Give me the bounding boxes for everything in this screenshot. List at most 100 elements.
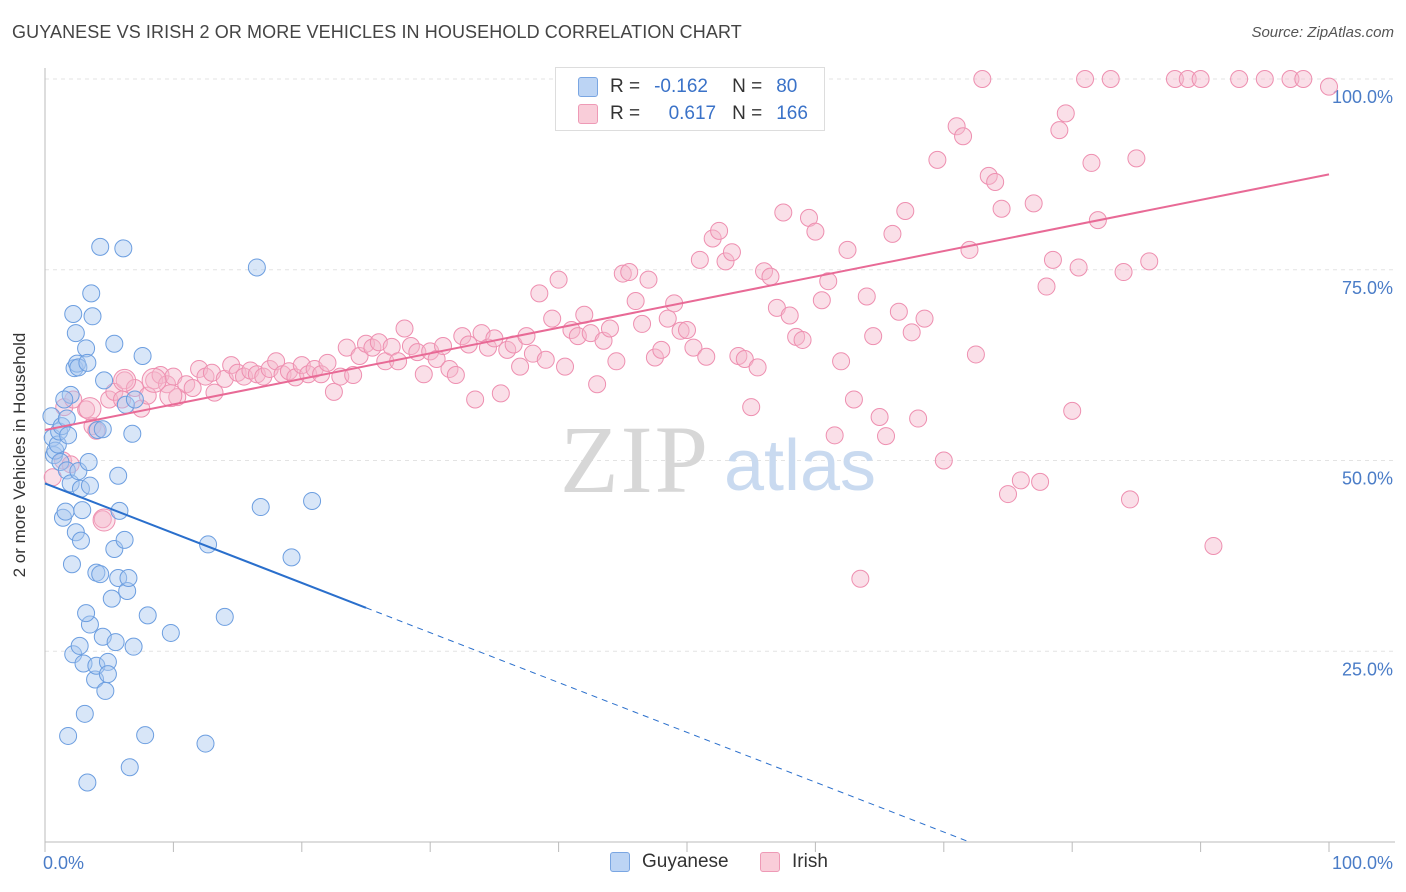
irish-point	[780, 306, 799, 325]
guyanese-point	[61, 385, 80, 404]
irish-point	[838, 240, 857, 259]
irish-point	[877, 427, 896, 446]
irish-point	[183, 379, 202, 398]
guyanese-point	[62, 555, 81, 574]
series-swatch-irish	[760, 852, 780, 872]
irish-point	[812, 291, 831, 310]
guyanese-point	[73, 501, 92, 520]
irish-point	[254, 367, 273, 386]
guyanese-point	[115, 530, 134, 549]
guyanese-point	[71, 531, 90, 550]
series-legend-irish[interactable]: Irish	[760, 851, 828, 873]
irish-point	[652, 340, 671, 359]
irish-point	[819, 272, 838, 291]
guyanese-point	[55, 390, 74, 409]
irish-point	[77, 400, 96, 419]
irish-point	[954, 127, 973, 146]
guyanese-point	[69, 462, 88, 481]
chart-title: GUYANESE VS IRISH 2 OR MORE VEHICLES IN …	[12, 22, 742, 42]
irish-point	[1011, 471, 1030, 490]
x-tick-label-max: 100.0%	[1332, 853, 1393, 873]
legend-r-value-irish: 0.617	[668, 103, 717, 124]
irish-point	[864, 327, 883, 346]
irish-point	[536, 350, 555, 369]
guyanese-point	[56, 502, 75, 521]
y-tick-label: 75.0%	[1342, 278, 1393, 298]
stats-legend: R = -0.162 N = 80 R = 0.617 N = 166	[555, 67, 825, 131]
guyanese-point	[303, 491, 322, 510]
irish-point	[588, 375, 607, 394]
irish-point	[973, 70, 992, 88]
irish-point	[671, 321, 690, 340]
irish-point	[825, 426, 844, 445]
irish-point	[324, 382, 343, 401]
guyanese-point	[79, 453, 98, 472]
irish-point	[774, 203, 793, 222]
irish-point	[684, 338, 703, 357]
irish-point	[1120, 490, 1139, 509]
guyanese-point	[69, 358, 88, 377]
source-label: Source: ZipAtlas.com	[1251, 24, 1394, 41]
irish-point	[626, 292, 645, 311]
guyanese-point	[251, 498, 270, 517]
tick-labels: 25.0% 50.0% 75.0% 100.0% 0.0% 100.0%	[43, 87, 1393, 873]
guyanese-point	[98, 652, 117, 671]
irish-point	[446, 366, 465, 385]
legend-r-label: R =	[610, 76, 641, 97]
irish-point	[1165, 70, 1184, 88]
y-axis-label: 2 or more Vehicles in Household	[10, 332, 29, 578]
irish-point	[466, 390, 485, 409]
irish-point	[1031, 472, 1050, 491]
x-tick-label-min: 0.0%	[43, 853, 84, 873]
irish-point	[947, 117, 966, 136]
irish-point	[151, 366, 170, 385]
guyanese-point	[66, 324, 85, 343]
watermark-zip: ZIP	[560, 406, 710, 513]
guyanese-point	[64, 305, 83, 324]
guyanese-point	[91, 565, 110, 584]
irish-point	[549, 270, 568, 289]
irish-point	[1043, 250, 1062, 269]
irish-point	[986, 173, 1005, 192]
guyanese-point	[59, 726, 78, 745]
legend-row-irish: R = 0.617 N = 166	[578, 102, 808, 126]
irish-point	[658, 309, 677, 328]
irish-point	[115, 371, 134, 390]
guyanese-point	[88, 420, 107, 439]
irish-point	[113, 368, 137, 392]
irish-point	[909, 409, 928, 428]
legend-swatch-irish	[578, 104, 598, 124]
irish-point	[344, 366, 363, 385]
irish-point	[1082, 153, 1101, 172]
guyanese-point	[119, 569, 138, 588]
series-legend-guyanese[interactable]: Guyanese	[610, 851, 729, 873]
y-tick-label: 100.0%	[1332, 87, 1393, 107]
irish-point	[806, 222, 825, 241]
irish-point	[1140, 252, 1159, 271]
guyanese-point	[91, 237, 110, 256]
irish-point	[1255, 70, 1274, 88]
irish-point	[1114, 263, 1133, 282]
irish-point	[93, 510, 112, 529]
legend-n-label: N =	[732, 76, 763, 97]
guyanese-point	[75, 704, 94, 723]
irish-point	[639, 270, 658, 289]
irish-point	[613, 264, 632, 283]
guyanese-point	[66, 523, 85, 542]
irish-point	[1024, 194, 1043, 213]
irish-point	[690, 250, 709, 269]
irish-point	[395, 319, 414, 338]
irish-point	[999, 485, 1017, 504]
irish-point	[607, 352, 626, 371]
irish-point	[1037, 277, 1056, 296]
guyanese-point	[109, 569, 128, 588]
irish-point	[716, 252, 735, 271]
irish-point	[1127, 149, 1146, 168]
legend-r-value-guyanese: -0.162	[654, 76, 708, 97]
irish-point	[1063, 401, 1082, 420]
irish-point	[870, 408, 889, 427]
guyanese-point	[138, 606, 157, 625]
guyanese-point	[102, 589, 121, 608]
guyanese-point	[110, 501, 129, 520]
guyanese-point	[82, 284, 101, 303]
